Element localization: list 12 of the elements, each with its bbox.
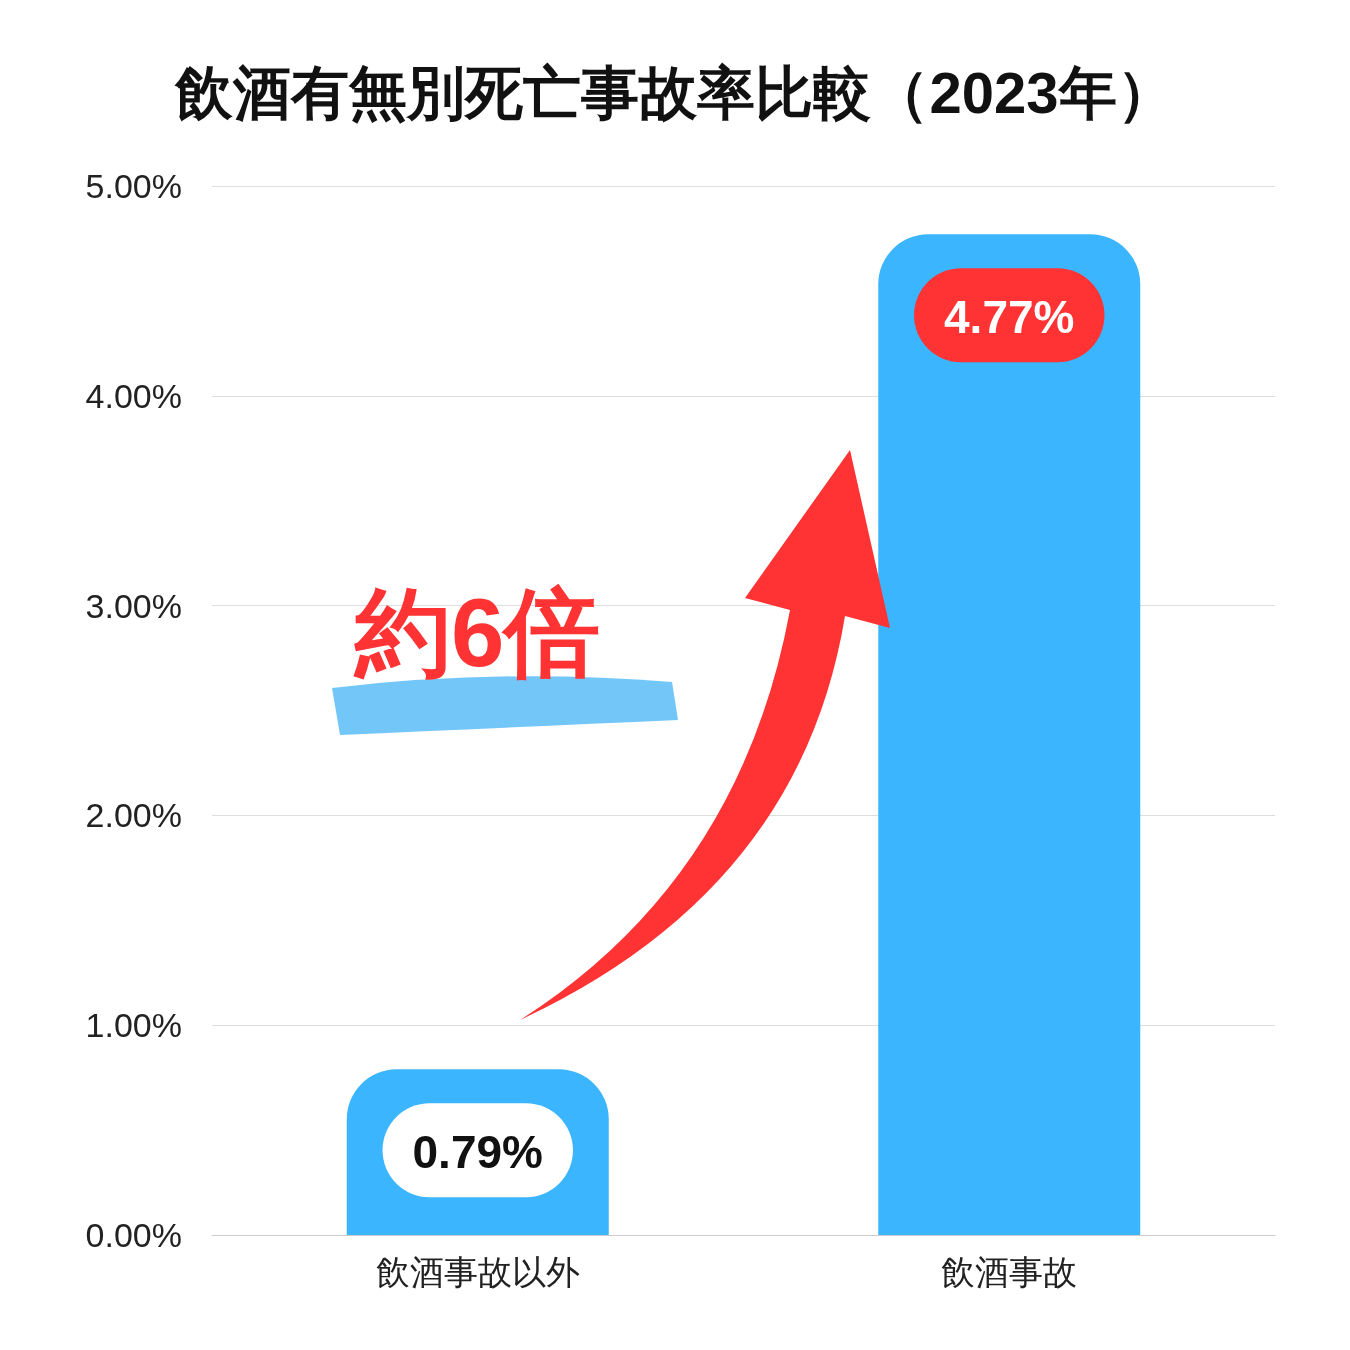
annotation: 約6倍: [355, 578, 601, 688]
chart-title: 飲酒有無別死亡事故率比較（2023年）: [173, 59, 1176, 127]
y-tick-label: 1.00%: [85, 1006, 182, 1045]
data-label: 4.77%: [944, 291, 1075, 344]
x-tick-label: 飲酒事故: [941, 1253, 1078, 1291]
y-tick-label: 0.00%: [85, 1216, 182, 1254]
x-tick-label: 飲酒事故以外: [375, 1253, 580, 1291]
y-tick-label: 2.00%: [85, 796, 182, 835]
y-tick-label: 5.00%: [85, 167, 182, 205]
y-tick-label: 4.00%: [85, 376, 182, 415]
data-label: 0.79%: [412, 1126, 543, 1179]
y-tick-label: 3.00%: [85, 586, 182, 625]
